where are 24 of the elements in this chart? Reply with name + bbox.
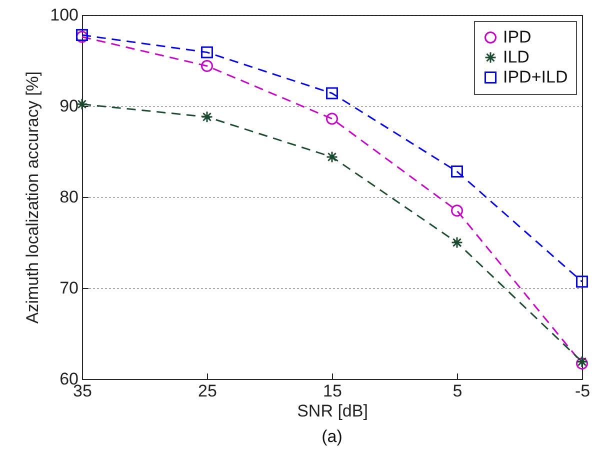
point: [451, 236, 463, 248]
point: [326, 150, 338, 163]
y-tick-label: 80: [60, 188, 78, 206]
x-tick-label: 25: [198, 382, 217, 400]
point: [576, 276, 588, 288]
legend-label: IPD+ILD: [503, 68, 568, 86]
y-axis-title: Azimuth localization accuracy [%]: [23, 71, 42, 324]
legend-label: ILD: [503, 48, 530, 66]
point: [201, 110, 213, 123]
legend-label: IPD: [503, 28, 532, 46]
x-tick-label: 5: [452, 382, 462, 400]
x-axis-title: SNR [dB]: [297, 402, 368, 420]
point: [451, 166, 463, 178]
x-tick-label: 15: [323, 382, 342, 400]
y-tick-label: 90: [60, 96, 78, 116]
point: [201, 60, 213, 72]
y-tick-label: 70: [60, 278, 78, 298]
point: [201, 46, 213, 58]
text: (a): [322, 427, 342, 446]
point: [326, 87, 338, 100]
y-tick-label: 100: [50, 6, 78, 24]
point: [451, 204, 463, 217]
point: [326, 112, 338, 125]
x-tick-label: -5: [574, 382, 590, 400]
